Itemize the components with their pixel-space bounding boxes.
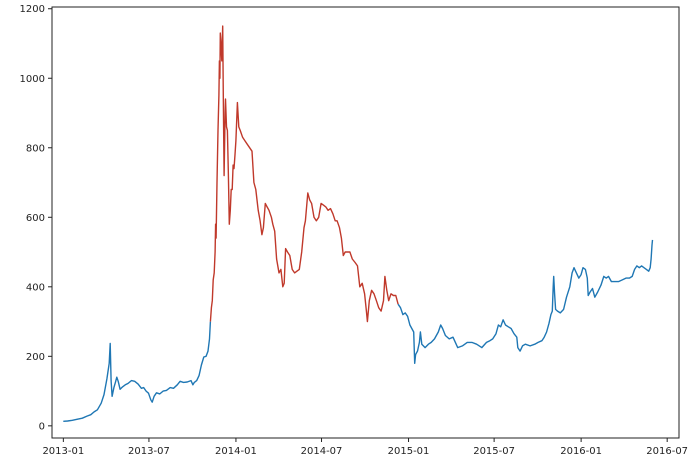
x-tick-label: 2013-01: [42, 446, 84, 457]
series-line-2: [209, 25, 399, 323]
series-line-1: [63, 321, 212, 422]
x-tick-label: 2014-01: [215, 446, 257, 457]
x-axis: 2013-01 2013-07 2014-01 2014-07 2015-01 2015-…: [42, 438, 688, 457]
y-tick-label: 400: [26, 282, 45, 293]
x-tick-label: 2016-01: [560, 446, 602, 457]
y-axis: 0 200 400 600 800 1000 1200: [20, 4, 52, 432]
y-tick-label: 0: [39, 421, 45, 432]
y-tick-label: 1200: [20, 4, 45, 15]
x-tick-label: 2016-07: [646, 446, 688, 457]
plot-area: [51, 6, 680, 439]
x-tick-label: 2013-07: [128, 446, 170, 457]
y-tick-label: 800: [26, 143, 45, 154]
x-tick-label: 2015-01: [388, 446, 430, 457]
y-tick-label: 200: [26, 352, 45, 363]
y-tick-label: 600: [26, 213, 45, 224]
y-tick-label: 1000: [20, 74, 45, 85]
series-line-3: [397, 239, 654, 364]
x-tick-label: 2014-07: [301, 446, 343, 457]
x-tick-label: 2015-07: [473, 446, 515, 457]
series-layer: [63, 25, 654, 422]
